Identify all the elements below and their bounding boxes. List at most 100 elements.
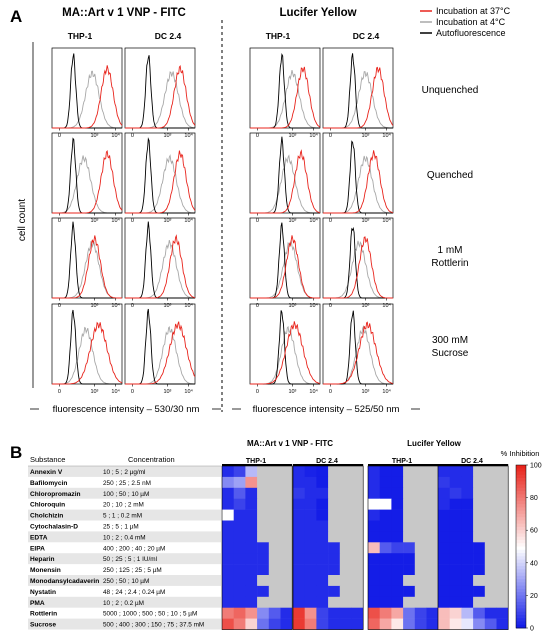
series-autofluorescence	[125, 308, 195, 385]
colorbar-step	[516, 624, 526, 629]
panel-a-label: A	[10, 7, 22, 26]
heatmap-cell	[484, 509, 497, 521]
heatmap-cell	[484, 618, 497, 630]
colorbar-step	[516, 481, 526, 485]
concentration-value: 250 ; 25 ; 2.5 nM	[103, 480, 151, 487]
heatmap-cell	[391, 585, 404, 598]
colorbar: 100 80 60 40 20 0	[515, 463, 542, 633]
heatmap-cell	[222, 520, 234, 532]
x-tick-label: 10³	[163, 218, 171, 224]
heatmap-cell	[351, 509, 364, 521]
series-37c	[52, 235, 122, 299]
heatmap-cell	[304, 498, 317, 510]
histogram-frame	[322, 132, 394, 214]
heatmap-cell	[245, 553, 258, 565]
heatmap-cell	[496, 531, 509, 543]
series-37c	[125, 234, 196, 299]
heatmap-cell	[316, 520, 329, 532]
heatmap-cell	[316, 618, 329, 630]
heatmap-cell	[414, 498, 427, 510]
heatmap-cell	[496, 585, 509, 598]
heatmap-cell	[245, 585, 258, 598]
heatmap-cell	[379, 542, 392, 554]
colorbar-step	[516, 618, 526, 622]
row-label-sucrose-line2: Sucrose	[432, 348, 469, 359]
heatmap-cell	[304, 585, 317, 598]
heatmap-cell	[316, 476, 329, 489]
series-4c	[52, 155, 122, 214]
heatmap-cell	[438, 498, 450, 510]
colorbar-step	[516, 549, 526, 554]
heatmap-subheader-1: THP-1	[246, 458, 266, 465]
heatmap-cell	[293, 607, 305, 619]
heatmap-cell	[268, 553, 281, 565]
heatmap-cell	[222, 553, 234, 565]
substance-table: Annexin V 10 ; 5 ; 2 µg/ml Bafilomycin 250 …	[28, 465, 221, 630]
series-4c	[52, 326, 122, 385]
table-header-substance: Substance	[30, 455, 65, 464]
heatmap-cell	[426, 553, 439, 565]
heatmap-cell	[351, 585, 364, 598]
heatmap-cell	[328, 520, 341, 532]
heatmap-cell	[280, 498, 293, 510]
x-tick-label: 10⁴	[309, 302, 318, 309]
heatmap-cell	[473, 596, 486, 608]
histogram-panel: 0 10³ 10⁴	[322, 303, 394, 395]
histogram-frame	[124, 217, 196, 299]
heatmap-cell	[379, 553, 392, 565]
heatmap-cell	[222, 575, 234, 587]
heatmap-cell	[304, 466, 317, 478]
x-tick-label: 0	[58, 133, 61, 139]
colorbar-step	[516, 465, 526, 469]
x-tick-label: 10⁴	[382, 132, 391, 139]
heatmap-cell	[233, 509, 246, 521]
heatmap-group-frame	[437, 465, 509, 630]
heatmap-cell	[426, 596, 439, 608]
heatmap-cell	[438, 520, 450, 532]
heatmap-cell	[414, 487, 427, 499]
heatmap-cell	[484, 476, 497, 489]
heatmap-cell	[339, 498, 352, 510]
heatmap-cell	[496, 564, 509, 576]
table-row-band	[28, 487, 221, 499]
heatmap-cell	[339, 553, 352, 565]
colorbar-step	[516, 556, 526, 560]
colorbar-step	[516, 608, 526, 613]
heatmap-cell	[368, 542, 380, 554]
heatmap-cell	[268, 607, 281, 619]
heatmap-cell	[484, 542, 497, 554]
heatmap-cell	[257, 476, 270, 489]
heatmap-cell	[426, 575, 439, 587]
heatmap-cell	[268, 509, 281, 521]
series-4c	[125, 239, 195, 299]
heatmap-cell	[339, 575, 352, 587]
x-tick-label: 10⁴	[382, 302, 391, 309]
heatmap-cell	[426, 487, 439, 499]
x-tick-label: 0	[329, 389, 332, 395]
heatmap-cell	[473, 542, 486, 554]
table-row-band	[28, 618, 221, 630]
heatmap-cell	[339, 585, 352, 598]
concentration-value: 500 ; 400 ; 300 ; 150 ; 75 ; 37.5 mM	[103, 622, 204, 629]
x-tick-label: 10³	[163, 133, 171, 139]
histogram-panel: 0 10³ 10⁴	[51, 217, 123, 309]
heatmap-cell	[245, 476, 258, 489]
x-tick-label: 10⁴	[309, 217, 318, 224]
colorbar-step	[516, 592, 526, 596]
substance-name: Monodansylcadaverin	[30, 578, 99, 585]
colorbar-step	[516, 566, 526, 570]
x-tick-label: 10⁴	[184, 132, 193, 139]
heatmap-cell	[473, 553, 486, 565]
series-autofluorescence	[52, 309, 122, 385]
heatmap-cell	[280, 596, 293, 608]
colorbar-step	[516, 536, 526, 541]
heatmap-cell	[316, 498, 329, 510]
colorbar-step	[516, 601, 526, 606]
heatmap-cell	[339, 487, 352, 499]
heatmap-cell	[351, 476, 364, 489]
x-tick-label: 10⁴	[382, 217, 391, 224]
histogram-panel: 0 10³ 10⁴	[124, 132, 196, 224]
series-37c	[323, 321, 394, 385]
x-tick-label: 10⁴	[309, 132, 318, 139]
colorbar-step	[516, 595, 526, 600]
